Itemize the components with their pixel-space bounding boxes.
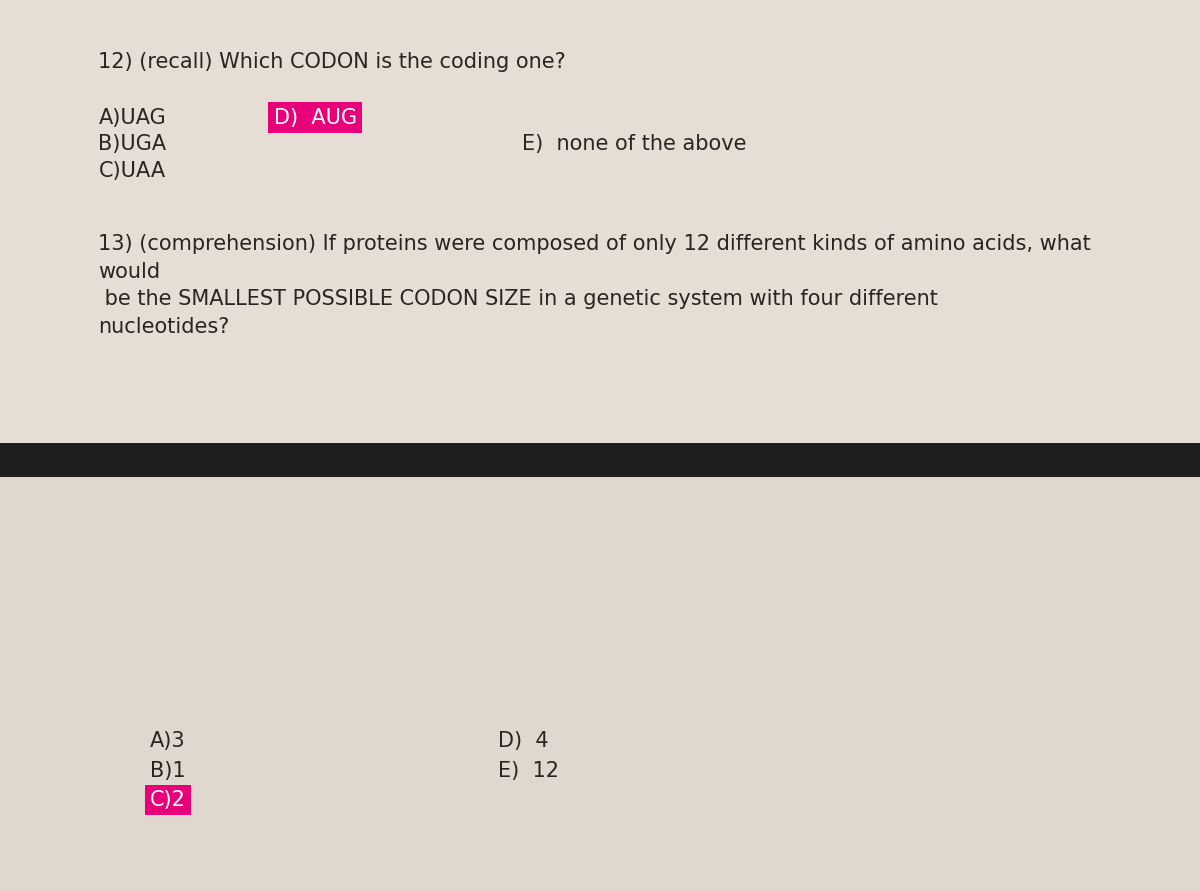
Bar [0, 0, 1200, 443]
Text: nucleotides?: nucleotides? [98, 317, 229, 337]
Text: D)  AUG: D) AUG [274, 108, 356, 127]
Bar [0, 443, 1200, 477]
Text: E)  12: E) 12 [498, 761, 559, 781]
Text: E)  none of the above: E) none of the above [522, 135, 746, 154]
Text: C)UAA: C)UAA [98, 161, 166, 181]
Text: C)2: C)2 [150, 790, 186, 810]
Text: A)3: A)3 [150, 732, 186, 751]
Text: would: would [98, 262, 161, 282]
Text: D)  4: D) 4 [498, 732, 548, 751]
Text: B)UGA: B)UGA [98, 135, 167, 154]
Bar [0, 477, 1200, 891]
Text: 12) (recall) Which CODON is the coding one?: 12) (recall) Which CODON is the coding o… [98, 53, 566, 72]
Text: A)UAG: A)UAG [98, 108, 166, 127]
Text: 13) (comprehension) If proteins were composed of only 12 different kinds of amin: 13) (comprehension) If proteins were com… [98, 234, 1091, 254]
Text: be the SMALLEST POSSIBLE CODON SIZE in a genetic system with four different: be the SMALLEST POSSIBLE CODON SIZE in a… [98, 290, 938, 309]
Text: B)1: B)1 [150, 761, 186, 781]
